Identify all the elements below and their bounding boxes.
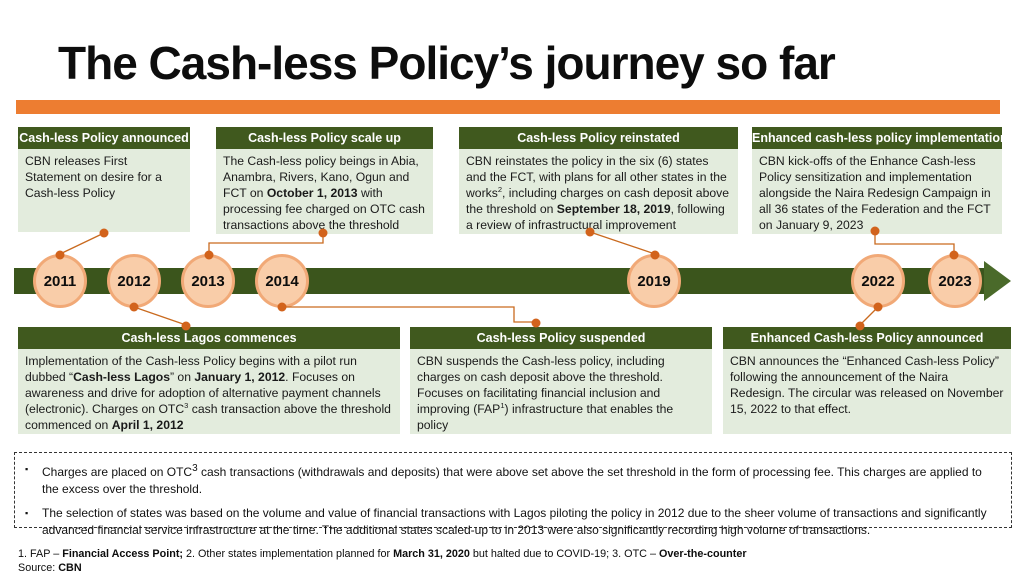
connector-line <box>859 306 879 326</box>
timeline-year-2011: 2011 <box>33 254 87 308</box>
connector-line <box>282 306 536 323</box>
event-box-policy-announced: Cash-less Policy announced CBN releases … <box>18 127 190 232</box>
connector-line <box>208 233 324 254</box>
year-label: 2022 <box>861 272 895 290</box>
event-box-lagos-commences: Cash-less Lagos commences Implementation… <box>18 327 400 434</box>
event-box-body: CBN reinstates the policy in the six (6)… <box>459 149 738 234</box>
event-box-body: CBN announces the “Enhanced Cash-less Po… <box>723 349 1011 434</box>
event-box-header: Cash-less Policy suspended <box>410 327 712 349</box>
event-box-body: The Cash-less policy beings in Abia, Ana… <box>216 149 433 234</box>
event-box-header: Enhanced cash-less policy implementation <box>752 127 1002 149</box>
note-item: ▪ Charges are placed on OTC3 cash transa… <box>25 461 999 497</box>
event-box-body: CBN releases First Statement on desire f… <box>18 149 190 232</box>
timeline-year-2019: 2019 <box>627 254 681 308</box>
year-label: 2019 <box>637 272 671 290</box>
connector-line <box>589 231 656 255</box>
event-box-header: Cash-less Policy reinstated <box>459 127 738 149</box>
event-box-body: CBN kick-offs of the Enhance Cash-less P… <box>752 149 1002 234</box>
timeline-year-2014: 2014 <box>255 254 309 308</box>
year-label: 2013 <box>191 272 225 290</box>
timeline-year-2012: 2012 <box>107 254 161 308</box>
event-box-policy-suspended: Cash-less Policy suspended CBN suspends … <box>410 327 712 434</box>
note-item: ▪ The selection of states was based on t… <box>25 505 999 538</box>
event-box-enhanced-announced: Enhanced Cash-less Policy announced CBN … <box>723 327 1011 434</box>
year-label: 2011 <box>43 272 77 290</box>
bullet-icon: ▪ <box>25 464 29 474</box>
event-box-policy-reinstated: Cash-less Policy reinstated CBN reinstat… <box>459 127 738 234</box>
note-text: Charges are placed on OTC3 cash transact… <box>42 463 982 496</box>
source-line: Source: CBN <box>18 562 82 574</box>
timeline-bar <box>14 268 986 294</box>
event-box-header: Cash-less Policy scale up <box>216 127 433 149</box>
event-box-body: CBN suspends the Cash-less policy, inclu… <box>410 349 712 434</box>
event-box-header: Enhanced Cash-less Policy announced <box>723 327 1011 349</box>
event-box-policy-scale-up: Cash-less Policy scale up The Cash-less … <box>216 127 433 234</box>
event-box-body: Implementation of the Cash-less Policy b… <box>18 349 400 434</box>
bullet-icon: ▪ <box>25 508 29 518</box>
year-label: 2014 <box>265 272 299 290</box>
page-title: The Cash-less Policy’s journey so far <box>58 37 836 89</box>
timeline-arrow-icon <box>984 261 1011 301</box>
notes-box: ▪ Charges are placed on OTC3 cash transa… <box>14 452 1012 537</box>
note-text: The selection of states was based on the… <box>42 506 987 537</box>
footnotes: 1. FAP – Financial Access Point; 2. Othe… <box>18 548 747 560</box>
timeline-year-2022: 2022 <box>851 254 905 308</box>
year-label: 2012 <box>117 272 151 290</box>
event-box-header: Cash-less Policy announced <box>18 127 190 149</box>
title-accent-rule <box>16 100 1000 114</box>
event-box-enhanced-implementation: Enhanced cash-less policy implementation… <box>752 127 1002 234</box>
connector-line <box>874 231 955 254</box>
connector-line <box>133 306 187 326</box>
timeline-year-2013: 2013 <box>181 254 235 308</box>
event-box-header: Cash-less Lagos commences <box>18 327 400 349</box>
connector-line <box>59 232 105 255</box>
timeline-year-2023: 2023 <box>928 254 982 308</box>
year-label: 2023 <box>938 272 972 290</box>
